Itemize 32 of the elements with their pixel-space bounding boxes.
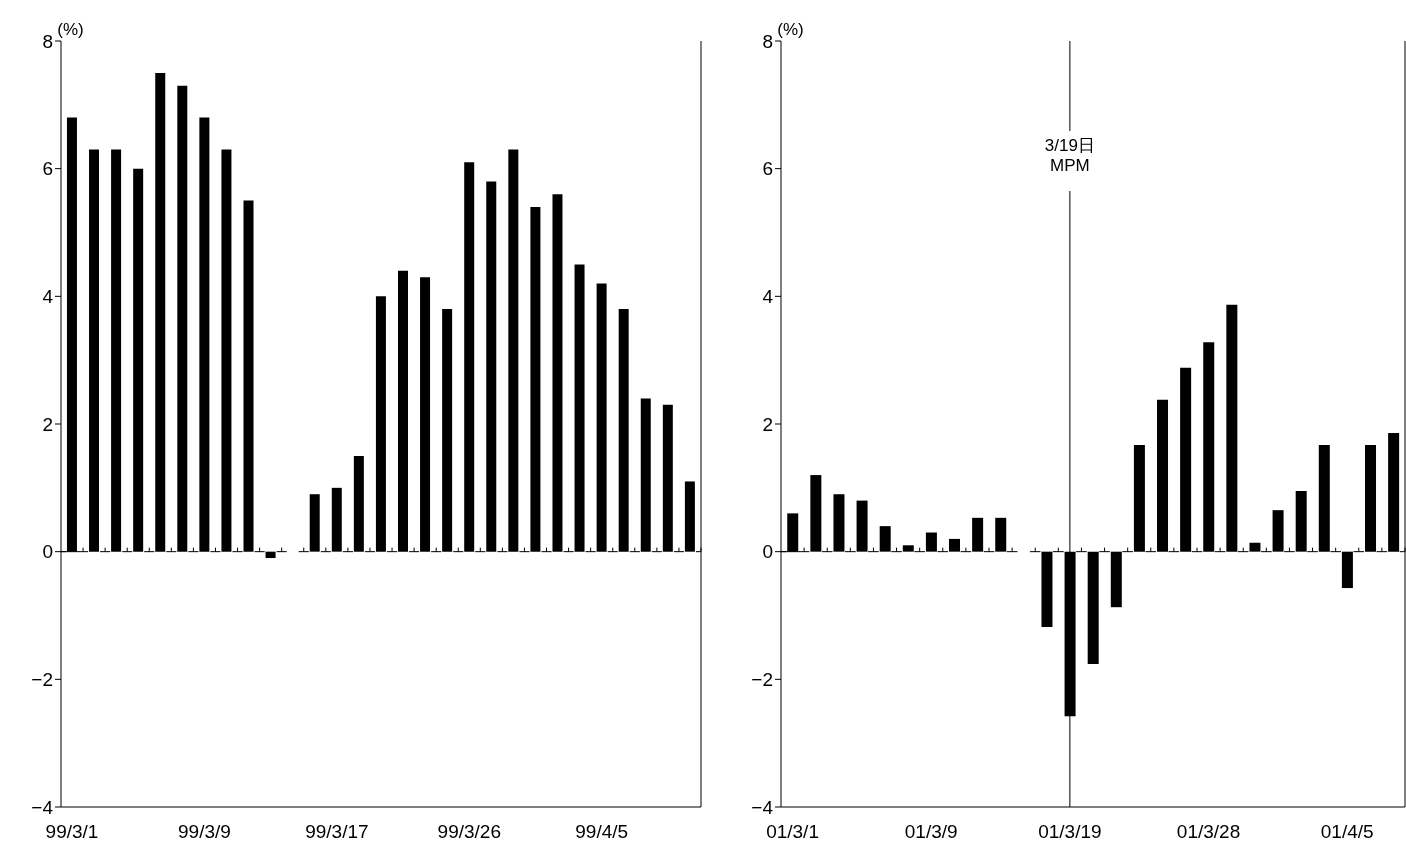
y-tick-label: 4 [42, 286, 54, 308]
x-tick-label: 01/3/9 [904, 821, 958, 843]
x-tick-label: 99/3/1 [45, 821, 99, 843]
ref-line-label: 3/19日 MPM [1044, 136, 1095, 175]
y-tick-label: 2 [42, 413, 53, 435]
bar [1041, 551, 1053, 627]
bar [1110, 551, 1122, 608]
bar [1087, 551, 1099, 665]
y-tick-label: 6 [762, 158, 773, 180]
y-tick-label: 0 [762, 541, 773, 563]
x-tick-label: 99/3/26 [437, 821, 501, 843]
x-tick-label: 99/3/17 [305, 821, 369, 843]
y-tick-label: 8 [42, 30, 53, 52]
x-tick-label: 99/4/5 [575, 821, 629, 843]
y-tick-label: −4 [751, 796, 774, 818]
y-tick-label: 4 [762, 286, 774, 308]
x-tick-label: 99/3/9 [178, 821, 231, 843]
y-axis-title: (%) [57, 20, 84, 39]
x-tick-label: 01/3/1 [766, 821, 819, 843]
y-tick-label: −2 [751, 669, 773, 691]
y-tick-label: 0 [42, 541, 53, 563]
bar [1341, 551, 1353, 589]
x-tick-label: 01/3/28 [1176, 821, 1241, 843]
y-tick-label: −2 [31, 669, 53, 691]
y-tick-label: 6 [42, 158, 53, 180]
y-tick-label: −4 [31, 796, 54, 818]
bar [265, 551, 276, 559]
x-tick-label: 01/3/19 [1038, 821, 1102, 843]
x-tick-label: 01/4/5 [1320, 821, 1374, 843]
y-tick-label: 8 [762, 30, 773, 52]
y-axis-title: (%) [777, 20, 804, 39]
y-tick-label: 2 [762, 413, 773, 435]
